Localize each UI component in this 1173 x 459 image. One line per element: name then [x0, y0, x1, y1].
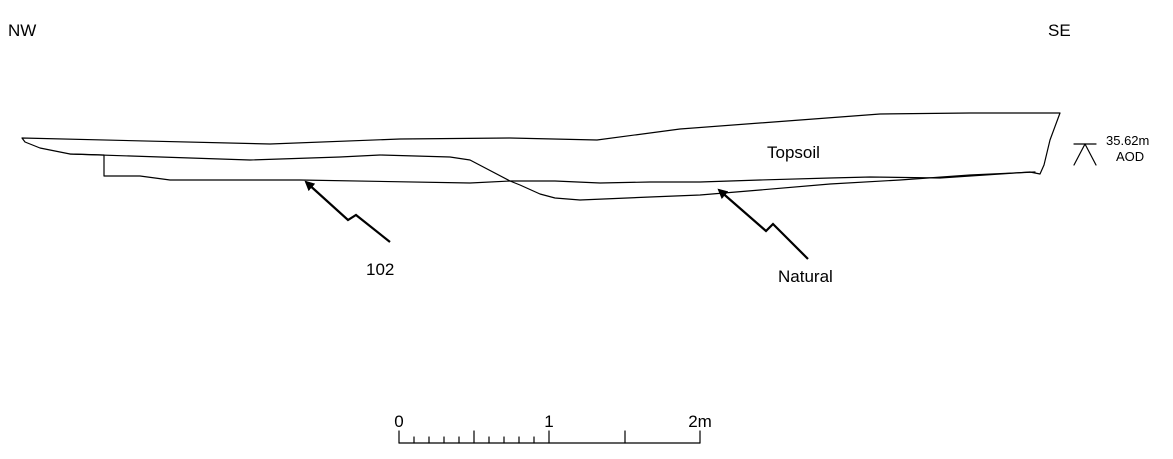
datum-level-unit: AOD [1116, 149, 1144, 164]
orientation-se-label: SE [1048, 21, 1071, 40]
datum-level-icon [1073, 143, 1097, 166]
scale-bar [398, 430, 701, 444]
natural-label: Natural [778, 267, 833, 286]
scale-tick-label-2m: 2m [688, 412, 712, 431]
topsoil-label: Topsoil [767, 143, 820, 162]
context-102-label: 102 [366, 260, 394, 279]
scale-tick-label-0: 0 [394, 412, 403, 431]
ground-surface-line [21, 112, 1061, 184]
topsoil-base-line [69, 153, 1036, 201]
datum-level-value: 35.62m [1106, 133, 1149, 148]
scale-tick-label-1: 1 [544, 412, 553, 431]
context-102-arrow [304, 180, 391, 243]
orientation-nw-label: NW [8, 21, 36, 40]
natural-arrow [717, 188, 809, 260]
